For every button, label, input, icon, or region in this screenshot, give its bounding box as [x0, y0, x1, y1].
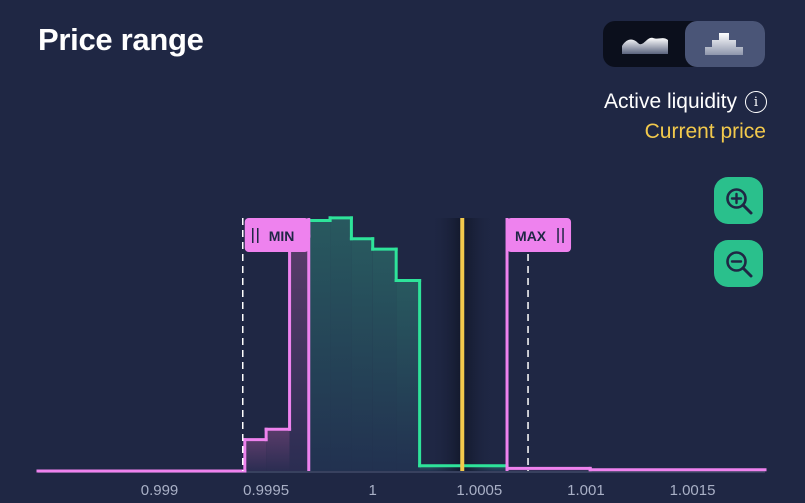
curve-chart-icon [622, 37, 668, 54]
info-icon[interactable]: i [745, 91, 767, 113]
zoom-in-button[interactable] [714, 177, 763, 224]
x-tick-label: 1.0005 [456, 482, 502, 499]
liquidity-bar [330, 217, 352, 471]
x-tick-label: 0.999 [141, 482, 179, 499]
legend-current-price: Current price [644, 120, 766, 143]
min-handle-box[interactable] [244, 218, 309, 252]
liquidity-bar [351, 238, 373, 471]
x-tick-label: 1 [369, 482, 377, 499]
zoom-out-button[interactable] [714, 240, 763, 287]
min-handle[interactable]: MIN [244, 218, 309, 252]
max-handle-box[interactable] [507, 218, 572, 252]
page-title: Price range [38, 22, 204, 57]
liquidity-bar [372, 249, 397, 471]
min-handle-label: MIN [269, 228, 295, 244]
legend-active-liquidity-label: Active liquidity [603, 90, 737, 113]
zoom-in-icon [725, 187, 752, 214]
zoom-out-icon [725, 250, 752, 277]
liquidity-bar [244, 439, 267, 471]
x-tick-label: 0.9995 [243, 482, 289, 499]
chart-type-toggle [603, 21, 765, 67]
liquidity-bar [266, 429, 290, 471]
x-tick-label: 1.0015 [670, 482, 716, 499]
step-chart-button[interactable] [685, 21, 765, 67]
x-tick-label: 1.001 [567, 482, 605, 499]
curve-chart-button[interactable] [605, 21, 685, 67]
legend-active-liquidity: Active liquidity i [604, 90, 767, 114]
max-handle-label: MAX [515, 228, 547, 244]
max-handle[interactable]: MAX [507, 218, 572, 252]
liquidity-bar [308, 220, 331, 471]
liquidity-bar [396, 280, 420, 471]
liquidity-bar [289, 236, 309, 471]
step-chart-icon [705, 33, 743, 55]
